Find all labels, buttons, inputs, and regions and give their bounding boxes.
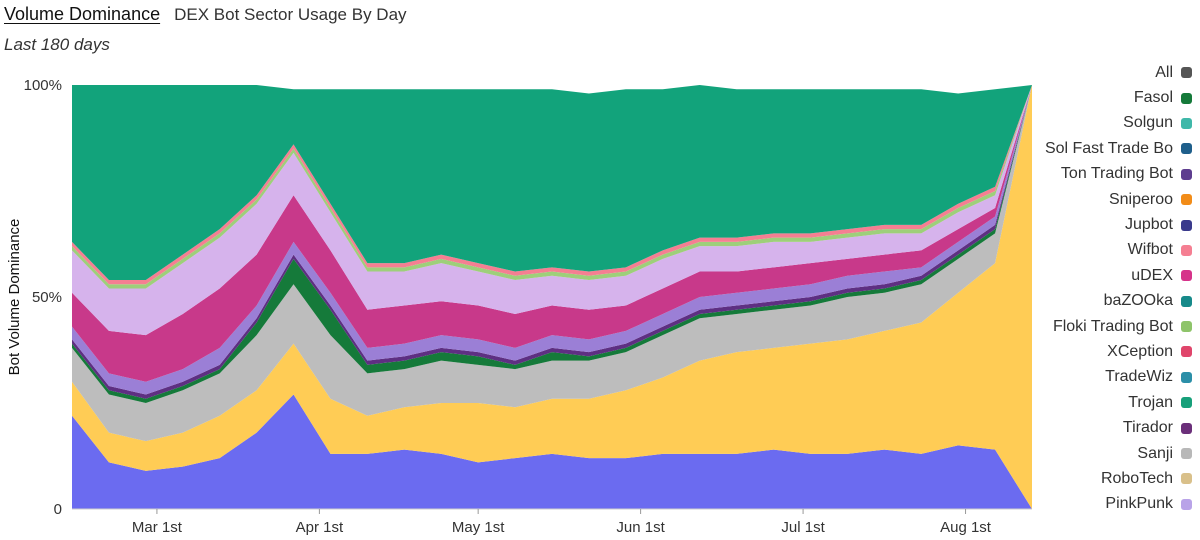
legend-swatch [1181, 346, 1192, 358]
legend-item-fasol[interactable]: Fasol [1030, 85, 1200, 110]
legend-item-sanji[interactable]: Sanji [1030, 441, 1200, 466]
y-axis-label: Bot Volume Dominance [6, 219, 23, 376]
legend-swatch [1181, 244, 1192, 256]
legend-label: Ton Trading Bot [1060, 165, 1173, 183]
legend-swatch [1181, 168, 1192, 180]
x-tick-label: Jun 1st [616, 519, 665, 536]
legend-item-ton-trading-bot[interactable]: Ton Trading Bot [1030, 162, 1200, 187]
legend-label: Wifbot [1127, 241, 1173, 259]
legend-swatch [1181, 117, 1192, 129]
legend-swatch [1181, 422, 1192, 434]
legend-label: RoboTech [1100, 469, 1173, 487]
x-tick-label: Jul 1st [781, 519, 825, 536]
legend-swatch [1181, 194, 1192, 206]
legend-label: Sanji [1137, 444, 1173, 462]
x-tick-label: Aug 1st [940, 519, 992, 536]
legend-swatch [1181, 67, 1192, 79]
legend-label: Solgun [1123, 114, 1173, 132]
legend-item-all[interactable]: All [1030, 60, 1200, 85]
area-series-pinkpunk[interactable] [72, 394, 1032, 509]
legend-swatch [1181, 295, 1192, 307]
legend-swatch [1181, 397, 1192, 409]
legend-item-trojan[interactable]: Trojan [1030, 390, 1200, 415]
chart-title[interactable]: Volume Dominance [4, 4, 161, 24]
legend-label: TradeWiz [1105, 368, 1173, 386]
legend-swatch [1181, 321, 1192, 333]
area-series-udex[interactable] [72, 85, 1032, 336]
area-series-solgun[interactable] [72, 85, 1032, 281]
legend-item-udex[interactable]: uDEX [1030, 263, 1200, 288]
chart-subtitle: DEX Bot Sector Usage By Day [174, 5, 407, 24]
y-tick-label: 100% [24, 77, 62, 94]
legend-label: XCeption [1107, 342, 1173, 360]
legend-item-sol-fast-trade-bo[interactable]: Sol Fast Trade Bo [1030, 136, 1200, 161]
legend-label: Sol Fast Trade Bo [1044, 139, 1173, 157]
legend-item-floki-trading-bot[interactable]: Floki Trading Bot [1030, 314, 1200, 339]
legend-swatch [1181, 371, 1192, 383]
chart-header: Volume Dominance DEX Bot Sector Usage By… [4, 4, 407, 55]
x-tick-label: Apr 1st [296, 519, 344, 536]
legend-item-sniperoo[interactable]: Sniperoo [1030, 187, 1200, 212]
legend-item-xception[interactable]: XCeption [1030, 339, 1200, 364]
legend-item-pinkpunk[interactable]: PinkPunk [1030, 492, 1200, 517]
legend-item-bazooka[interactable]: baZOOka [1030, 289, 1200, 314]
legend-label: uDEX [1131, 266, 1173, 284]
area-series-xception[interactable] [72, 85, 1032, 382]
y-tick-label: 50% [32, 289, 62, 306]
legend-swatch [1181, 448, 1192, 460]
legend-swatch [1181, 473, 1192, 485]
legend-swatch [1181, 219, 1192, 231]
legend-item-tradewiz[interactable]: TradeWiz [1030, 365, 1200, 390]
x-tick-label: Mar 1st [132, 519, 183, 536]
legend-swatch [1181, 92, 1192, 104]
legend-item-solgun[interactable]: Solgun [1030, 111, 1200, 136]
time-period-label: Last 180 days [4, 35, 110, 54]
legend-label: PinkPunk [1105, 495, 1173, 513]
area-series-wifbot[interactable] [72, 85, 1032, 285]
legend-swatch [1181, 143, 1192, 155]
legend-label: Fasol [1133, 89, 1173, 107]
legend-label: Floki Trading Bot [1052, 317, 1173, 335]
axes-group: 0 50% 100% Mar 1st Apr 1st May 1st Jun 1st Jul … [6, 77, 1032, 536]
y-tick-label: 0 [54, 501, 62, 518]
legend-label: Trojan [1128, 393, 1173, 411]
legend-label: Tirador [1122, 419, 1173, 437]
legend-item-jupbot[interactable]: Jupbot [1030, 212, 1200, 237]
area-series-group [72, 85, 1032, 509]
stacked-area-chart: 0 50% 100% Mar 1st Apr 1st May 1st Jun 1st Jul … [6, 77, 1032, 536]
legend: All Fasol Solgun Sol Fast Trade Bo Ton Tradi… [1030, 60, 1200, 517]
x-tick-label: May 1st [452, 519, 505, 536]
legend-label: Sniperoo [1108, 190, 1173, 208]
legend-label: All [1155, 63, 1173, 81]
legend-item-robotech[interactable]: RoboTech [1030, 466, 1200, 491]
legend-label: baZOOka [1103, 292, 1173, 310]
legend-item-wifbot[interactable]: Wifbot [1030, 238, 1200, 263]
legend-swatch [1181, 498, 1192, 510]
legend-item-tirador[interactable]: Tirador [1030, 415, 1200, 440]
legend-label: Jupbot [1124, 216, 1173, 234]
area-series-trojan[interactable] [72, 85, 1032, 442]
legend-swatch [1181, 270, 1192, 282]
area-series-sanji[interactable] [72, 85, 1032, 509]
